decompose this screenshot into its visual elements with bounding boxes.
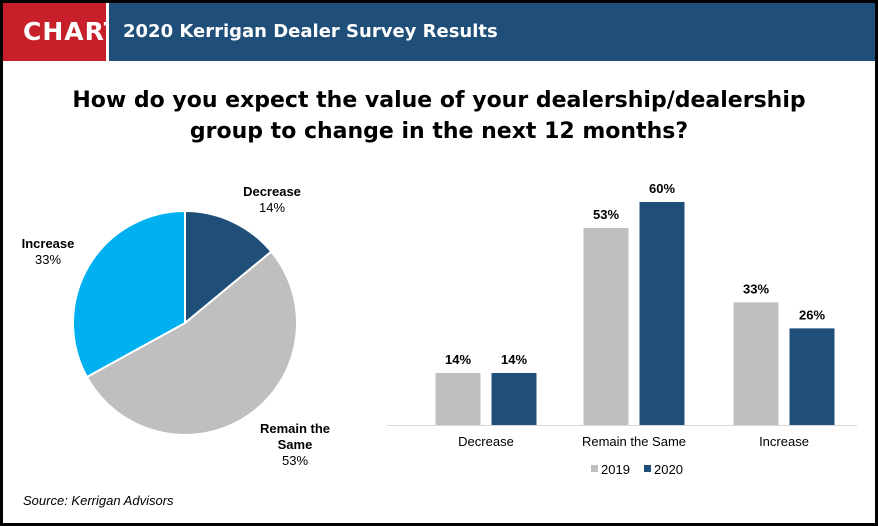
- pie-label: 14%: [259, 200, 285, 215]
- pie-slice-remain-the-same: [85, 250, 299, 436]
- x-tick-label: Increase: [759, 434, 809, 449]
- x-tick-label: Remain the Same: [582, 434, 686, 449]
- question-line-2: group to change in the next 12 months?: [189, 119, 689, 144]
- bar-2019-remain-the-same: [583, 228, 629, 425]
- legend-swatch-2019: [591, 465, 598, 472]
- bar-data-label: 14%: [501, 352, 527, 367]
- bar-data-label: 60%: [649, 181, 675, 196]
- bar-data-label: 53%: [593, 207, 619, 222]
- bar-2020-increase: [789, 328, 835, 425]
- pie-label: 53%: [282, 453, 308, 468]
- pie-label: Decrease: [243, 184, 301, 199]
- chart-title: 2020 Kerrigan Dealer Survey Results: [109, 3, 875, 61]
- bar-data-label: 26%: [799, 307, 825, 322]
- bar-data-label: 14%: [445, 352, 471, 367]
- pie-slice-decrease: [184, 209, 273, 326]
- bar-2020-decrease: [491, 372, 537, 425]
- bar-2019-increase: [733, 302, 779, 425]
- pie-label: Remain the: [260, 421, 330, 436]
- source-note: Source: Kerrigan Advisors: [23, 493, 174, 508]
- legend-swatch-2020: [644, 465, 651, 472]
- chart-badge-text: CHART 1: [23, 17, 122, 104]
- pie-label: Increase: [22, 236, 75, 251]
- legend-label-2019: 2019: [601, 462, 630, 477]
- bar-2020-remain-the-same: [639, 202, 685, 425]
- chart-panel: CHART 1 2020 Kerrigan Dealer Survey Resu…: [3, 3, 875, 523]
- bar-data-label: 33%: [743, 281, 769, 296]
- question-line-1: How do you expect the value of your deal…: [72, 88, 806, 113]
- question-heading: How do you expect the value of your deal…: [3, 85, 875, 147]
- pie-label: 33%: [35, 252, 61, 267]
- pie-slice-increase: [72, 209, 186, 379]
- legend-label-2020: 2020: [654, 462, 683, 477]
- chart-badge: CHART 1: [3, 3, 121, 104]
- pie-label: Same: [278, 437, 313, 452]
- bar-2019-decrease: [435, 372, 481, 425]
- x-tick-label: Decrease: [458, 434, 514, 449]
